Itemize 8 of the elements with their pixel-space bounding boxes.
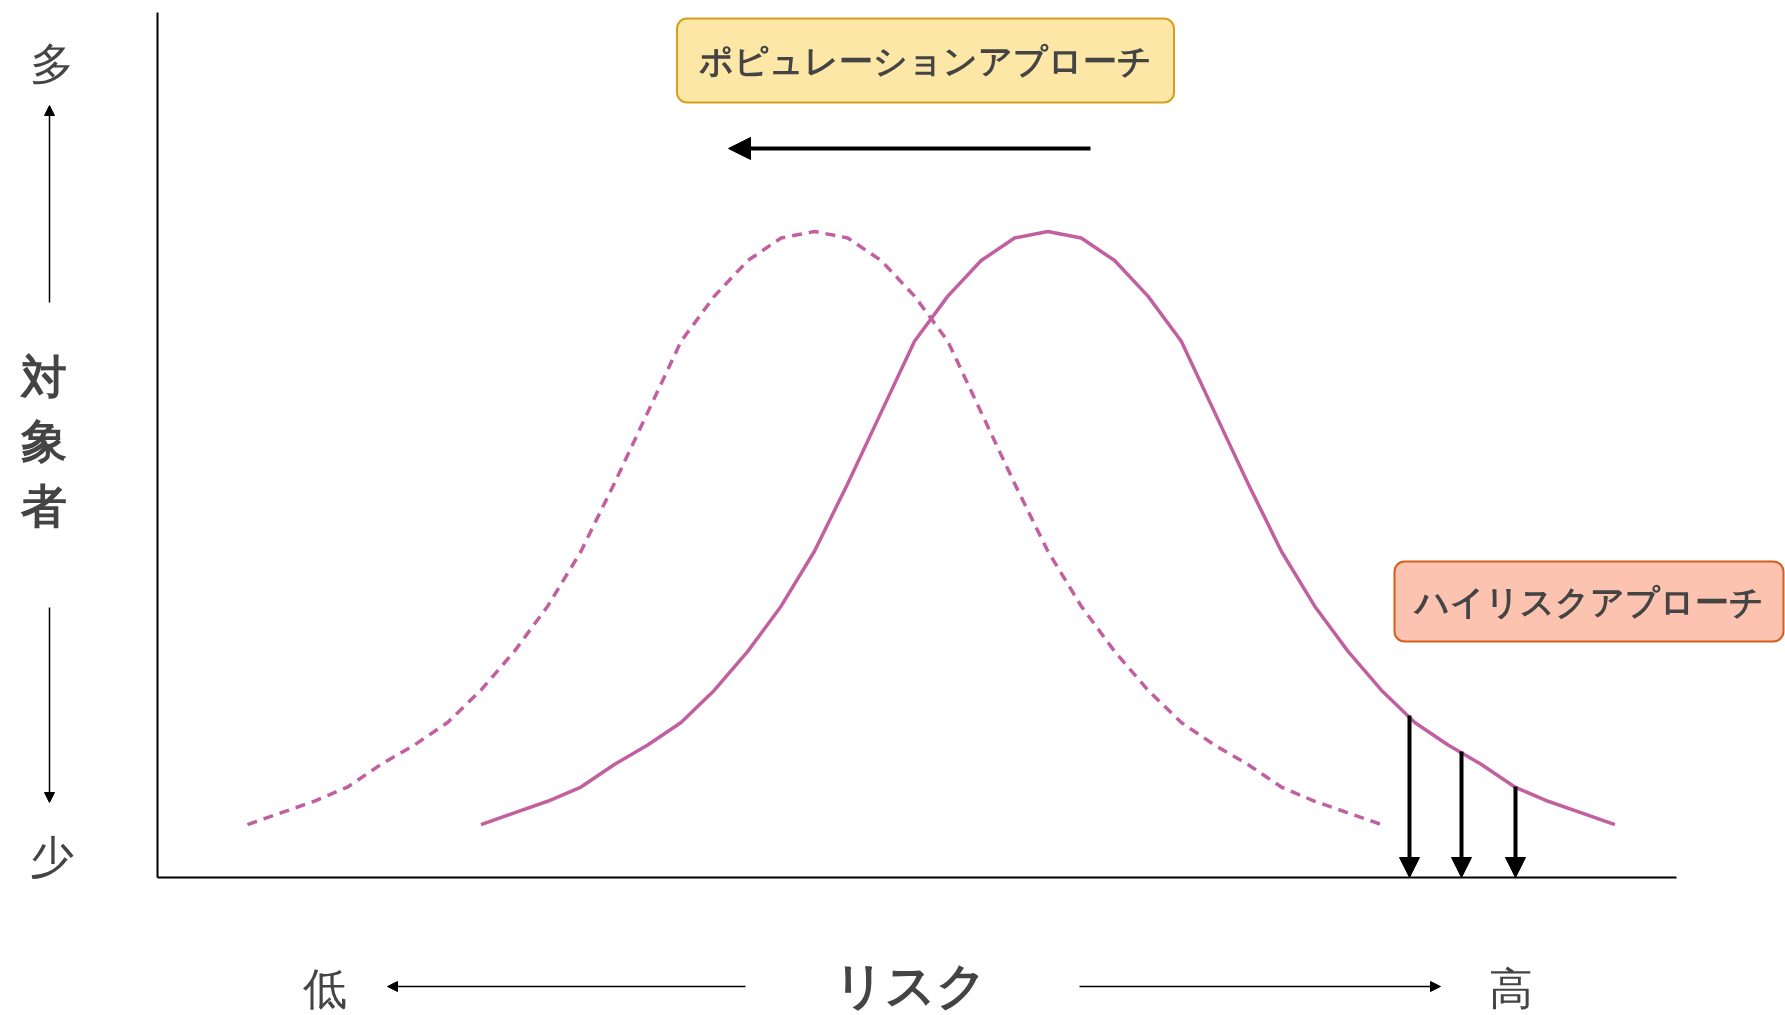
text: 低	[302, 963, 347, 1014]
text: 高	[1488, 963, 1533, 1014]
text: 少	[29, 831, 74, 882]
text: 多	[29, 38, 74, 89]
x-axis-title: リスク	[834, 956, 987, 1015]
y-axis-title: 対象者	[18, 349, 67, 534]
annotation: ハイリスクアプローチ	[1412, 581, 1764, 622]
text: ポピュレーションアプローチ	[699, 40, 1152, 81]
